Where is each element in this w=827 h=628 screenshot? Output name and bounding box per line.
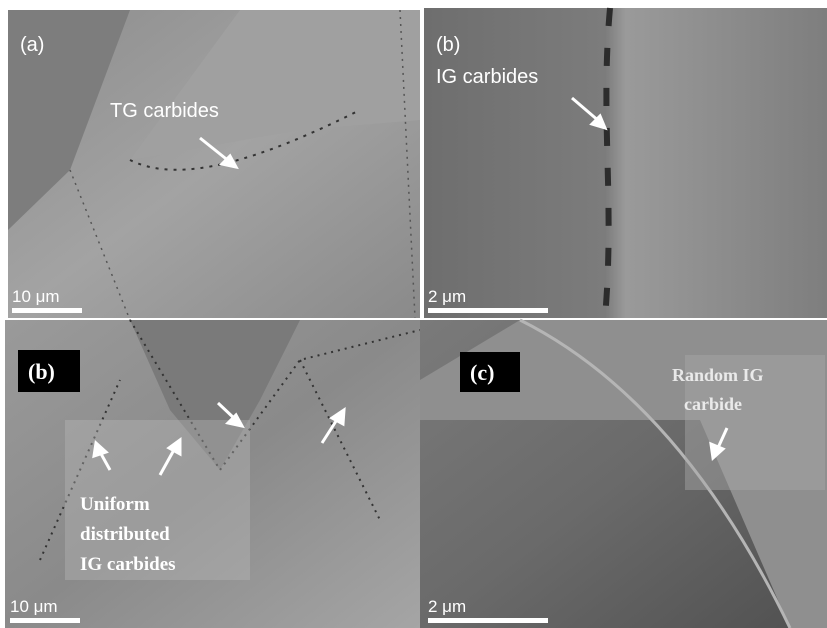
figure: (a) TG carbides (b) IG carbides (b) Unif… xyxy=(0,0,827,628)
scale-bar-label: 2 μm xyxy=(428,597,466,616)
panel-label: (b) xyxy=(28,359,55,384)
scale-bar xyxy=(428,308,548,313)
scale-bar-label: 2 μm xyxy=(428,287,466,306)
scale-bar xyxy=(10,618,80,623)
scale-bar xyxy=(428,618,548,623)
annotation: Random IG xyxy=(672,365,764,385)
panel-label: (b) xyxy=(436,34,460,56)
scale-bar-label: 10 μm xyxy=(12,287,60,306)
annotation: carbide xyxy=(684,394,742,414)
annotation: IG carbides xyxy=(80,554,176,575)
annotation: Uniform xyxy=(80,494,150,515)
annotation: TG carbides xyxy=(110,100,219,122)
scale-bar xyxy=(12,308,82,313)
panel-image xyxy=(424,8,827,318)
scale-bar-label: 10 μm xyxy=(10,597,58,616)
panel-label: (a) xyxy=(20,34,44,56)
annotation: IG carbides xyxy=(436,66,538,88)
annotation: distributed xyxy=(80,524,170,545)
panel-label: (c) xyxy=(470,360,494,385)
